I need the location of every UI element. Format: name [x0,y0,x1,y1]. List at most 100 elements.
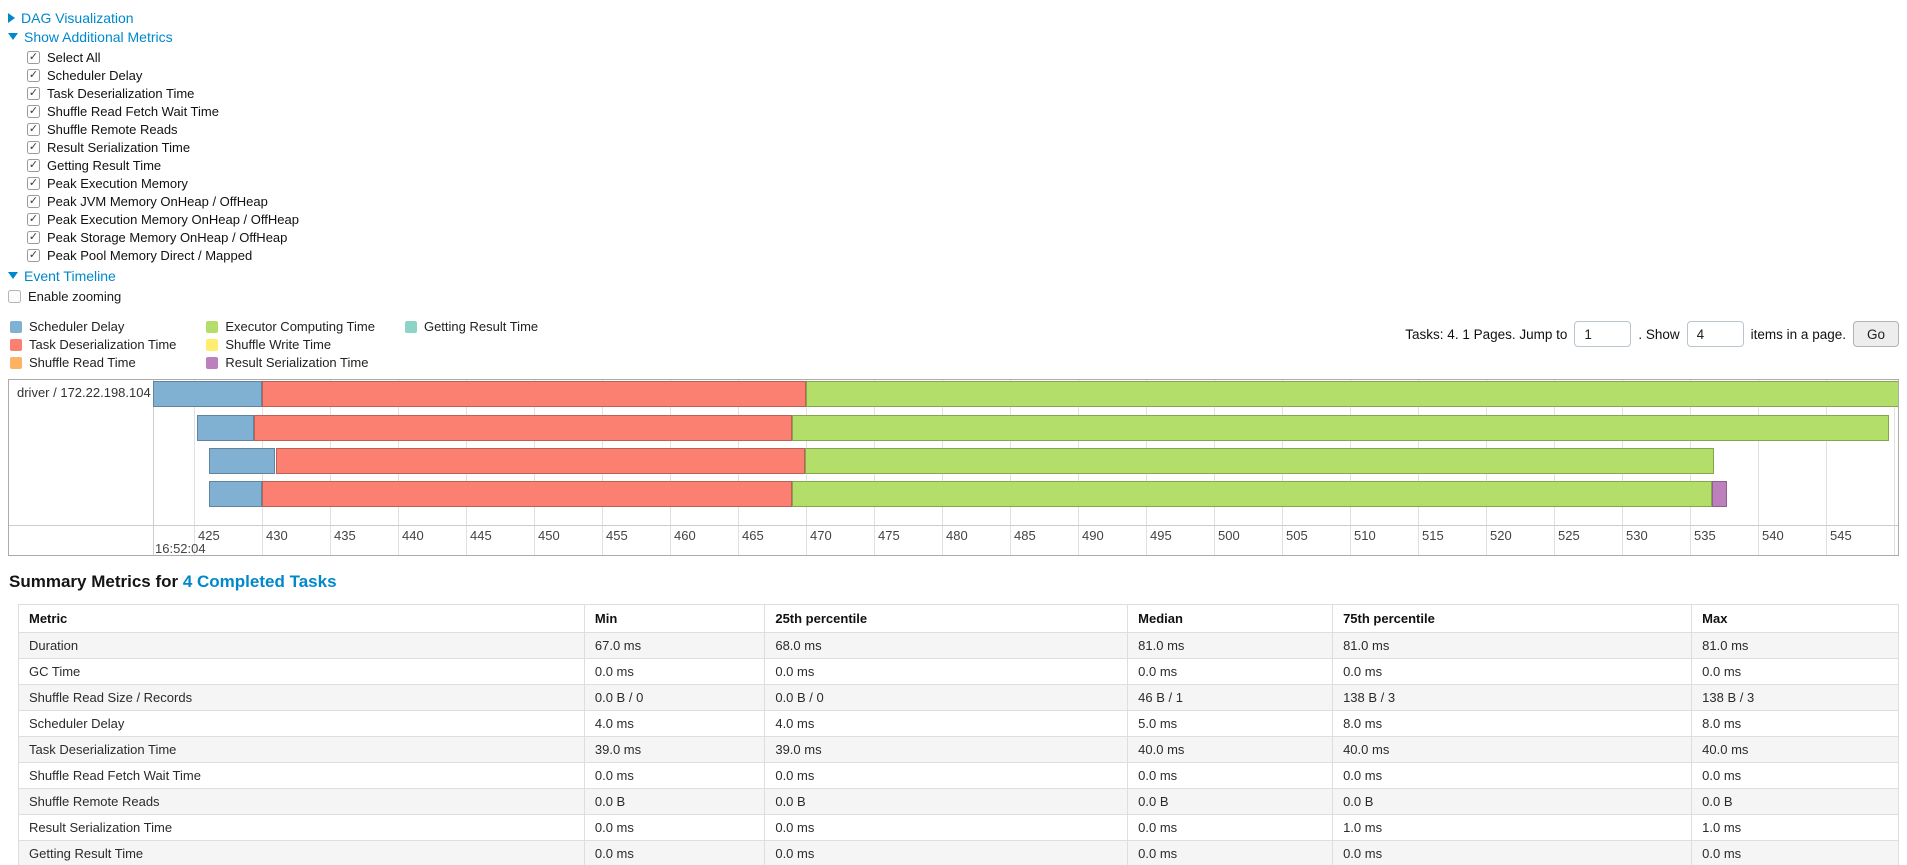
metric-value-cell: 0.0 ms [764,762,1129,789]
dag-visualization-toggle[interactable]: DAG Visualization [8,8,1899,27]
metric-value-cell: 68.0 ms [764,632,1129,659]
expanded-arrow-icon [8,33,18,40]
task-bar-task-deserialization-time[interactable] [253,415,793,441]
task-bar-executor-computing-time[interactable] [792,415,1889,441]
axis-tick-label: 525 [1558,528,1580,543]
table-header-cell: Median [1127,604,1334,633]
metric-value-cell: 39.0 ms [583,736,766,763]
collapsed-arrow-icon [8,12,15,23]
metric-value-cell: 0.0 ms [1332,840,1693,865]
table-header-cell: Metric [18,604,585,633]
task-bar-executor-computing-time[interactable] [804,448,1715,474]
metric-checkbox[interactable]: ✓ [27,194,40,208]
metric-checkbox[interactable]: ✓ [27,176,40,190]
task-bar-task-deserialization-time[interactable] [262,481,793,507]
metric-name-cell: Shuffle Read Fetch Wait Time [18,762,585,789]
axis-tick-label: 445 [470,528,492,543]
completed-tasks-link[interactable]: 4 Completed Tasks [182,572,337,591]
metric-checkbox-row: ✓ Peak Pool Memory Direct / Mapped [27,246,1899,264]
metric-value-cell: 0.0 B [1691,788,1899,815]
task-bar-task-deserialization-time[interactable] [275,448,805,474]
metric-checkbox[interactable]: ✓ [27,104,40,118]
metric-checkbox-label: Getting Result Time [47,157,162,173]
metric-value-cell: 0.0 B [764,788,1129,815]
metric-checkbox-label: Result Serialization Time [47,139,191,155]
task-bar-executor-computing-time[interactable] [792,481,1712,507]
metric-checkbox-row: ✓ Select All [27,48,1899,66]
jump-to-page-input[interactable] [1574,321,1632,347]
event-timeline-label: Event Timeline [24,267,116,284]
event-timeline-toggle[interactable]: Event Timeline [8,266,1899,285]
metric-value-cell: 0.0 ms [764,658,1129,685]
metric-name-cell: Scheduler Delay [18,710,585,737]
items-in-page-text: items in a page. [1750,326,1846,342]
legend-label: Task Deserialization Time [29,337,177,352]
metric-checkbox[interactable]: ✓ [27,122,40,136]
task-bar-result-serialization-time[interactable] [1711,481,1727,507]
items-per-page-input[interactable] [1686,321,1744,347]
metric-checkbox-label: Task Deserialization Time [47,85,195,101]
table-row: Scheduler Delay 4.0 ms 4.0 ms 5.0 ms 8.0 ms 8… [18,710,1899,737]
metric-value-cell: 4.0 ms [764,710,1129,737]
metric-value-cell: 40.0 ms [1127,736,1334,763]
metric-value-cell: 0.0 ms [583,840,766,865]
task-bar-scheduler-delay[interactable] [208,448,276,474]
go-button[interactable]: Go [1852,321,1899,347]
metric-checkbox[interactable]: ✓ [27,50,40,64]
enable-zooming-checkbox[interactable] [8,289,21,303]
metric-checkbox[interactable]: ✓ [27,230,40,244]
task-bar-scheduler-delay[interactable] [196,415,254,441]
axis-time-anchor: 16:52:04 [155,541,206,556]
metric-value-cell: 0.0 ms [583,814,766,841]
metric-checkbox[interactable]: ✓ [27,212,40,226]
metric-checkbox[interactable]: ✓ [27,248,40,262]
metrics-checkbox-list: ✓ Select All ✓ Scheduler Delay ✓ Task De… [27,48,1899,264]
legend-label: Result Serialization Time [225,355,369,370]
task-bar-scheduler-delay[interactable] [153,381,262,407]
expanded-arrow-icon [8,272,18,279]
task-bar-scheduler-delay[interactable] [208,481,262,507]
gridline [194,380,195,555]
metric-checkbox[interactable]: ✓ [27,140,40,154]
metric-value-cell: 0.0 B [1332,788,1693,815]
table-header-cell: 25th percentile [764,604,1129,633]
pagination-controls: Tasks: 4. 1 Pages. Jump to . Show items … [1405,321,1899,347]
metric-checkbox[interactable]: ✓ [27,158,40,172]
legend-swatch [10,338,22,351]
metric-checkbox-label: Shuffle Remote Reads [47,121,178,137]
dag-visualization-label: DAG Visualization [21,9,134,26]
metric-checkbox[interactable]: ✓ [27,86,40,100]
legend-swatch [206,320,219,333]
legend-label: Scheduler Delay [29,319,125,334]
metric-name-cell: Shuffle Remote Reads [18,788,585,815]
metric-value-cell: 0.0 ms [1691,762,1899,789]
metric-value-cell: 0.0 B [583,788,766,815]
axis-tick-label: 460 [674,528,696,543]
task-bar-executor-computing-time[interactable] [806,381,1898,407]
axis-tick-label: 470 [810,528,832,543]
legend-item: Shuffle Read Time [10,355,176,370]
metric-checkbox-row: ✓ Peak JVM Memory OnHeap / OffHeap [27,192,1899,210]
metric-checkbox-label: Select All [47,49,101,65]
row-label-column-separator [153,380,154,555]
legend-label: Getting Result Time [423,319,539,334]
metric-checkbox[interactable]: ✓ [27,68,40,82]
show-additional-metrics-toggle[interactable]: Show Additional Metrics [8,27,1899,46]
table-header-row: Metric Min 25th percentile Median 75th perce… [18,604,1899,633]
gridline [1894,380,1895,555]
metric-checkbox-row: ✓ Peak Storage Memory OnHeap / OffHeap [27,228,1899,246]
task-bar-task-deserialization-time[interactable] [262,381,806,407]
axis-tick-label: 490 [1082,528,1104,543]
gridline [1826,380,1827,555]
axis-tick-label: 495 [1150,528,1172,543]
table-row: Result Serialization Time 0.0 ms 0.0 ms 0.0… [18,814,1899,841]
metric-name-cell: Duration [18,632,585,659]
metric-value-cell: 138 B / 3 [1691,684,1899,711]
metric-value-cell: 39.0 ms [764,736,1129,763]
summary-metrics-title: Summary Metrics for 4 Completed Tasks [9,572,1899,592]
metric-checkbox-row: ✓ Getting Result Time [27,156,1899,174]
axis-tick-label: 475 [878,528,900,543]
axis-tick-label: 450 [538,528,560,543]
axis-tick-label: 485 [1014,528,1036,543]
